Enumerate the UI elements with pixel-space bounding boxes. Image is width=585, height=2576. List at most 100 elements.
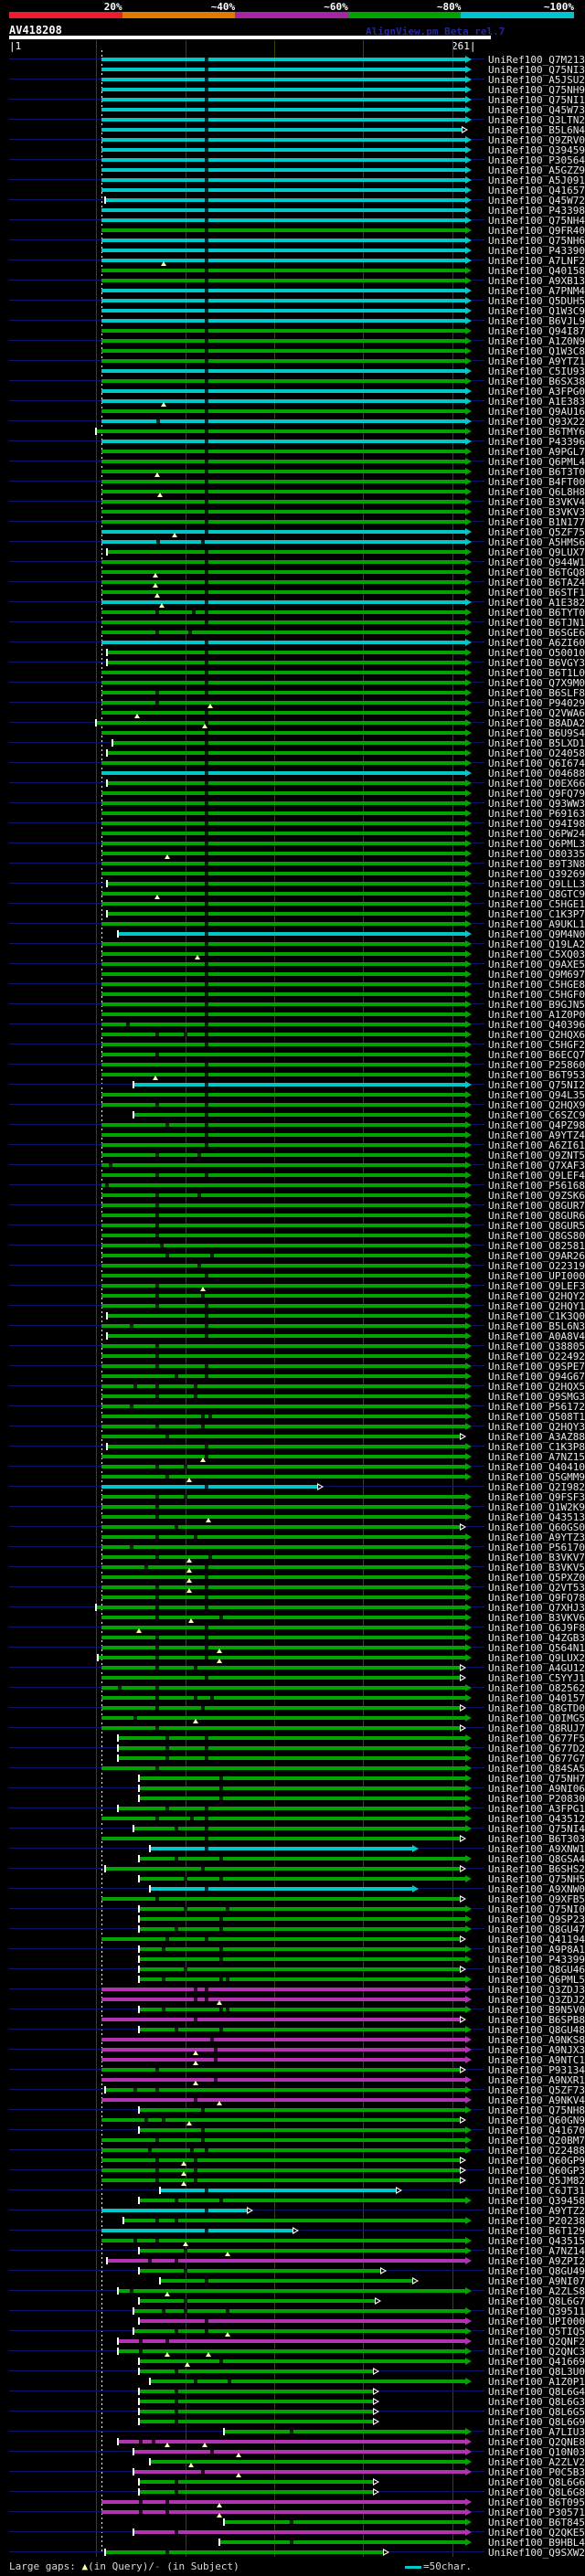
hit-bar[interactable]	[101, 208, 465, 212]
hit-label[interactable]: UniRef100_C6JT31	[488, 2185, 585, 2197]
hit-bar[interactable]	[133, 2309, 465, 2313]
hit-label[interactable]: UniRef100_P20238	[488, 2215, 585, 2227]
hit-bar[interactable]	[101, 1636, 465, 1639]
hit-label[interactable]: UniRef100_Q9SMG3	[488, 1391, 585, 1403]
hit-bar[interactable]	[149, 2460, 465, 2464]
hit-bar[interactable]	[101, 992, 465, 996]
hit-label[interactable]: UniRef100_Q1W3C8	[488, 345, 585, 357]
hit-label[interactable]: UniRef100_Q7XAF3	[488, 1160, 585, 1171]
hit-label[interactable]: UniRef100_Q8GUR5	[488, 1220, 585, 1232]
hit-label[interactable]: UniRef100_A9XNW1	[488, 1843, 585, 1855]
hit-label[interactable]: UniRef100_C5HGF0	[488, 989, 585, 1001]
hit-bar[interactable]	[101, 1304, 465, 1308]
hit-bar[interactable]	[101, 580, 465, 584]
hit-bar[interactable]	[101, 761, 465, 765]
hit-bar[interactable]	[117, 1736, 465, 1740]
hit-label[interactable]: UniRef100_B6T3T0	[488, 466, 585, 478]
hit-bar[interactable]	[101, 2118, 461, 2122]
hit-label[interactable]: UniRef100_Q6I674	[488, 758, 585, 769]
hit-bar[interactable]	[101, 631, 465, 634]
hit-label[interactable]: UniRef100_Q9FR40	[488, 225, 585, 237]
hit-bar[interactable]	[101, 309, 465, 313]
hit-label[interactable]: UniRef100_B6STF1	[488, 587, 585, 599]
hit-bar[interactable]	[101, 1294, 465, 1298]
hit-label[interactable]: UniRef100_Q9ZRV0	[488, 134, 585, 146]
hit-label[interactable]: UniRef100_Q9FQ78	[488, 1592, 585, 1604]
hit-label[interactable]: UniRef100_Q84SA5	[488, 1763, 585, 1775]
hit-bar[interactable]	[101, 641, 465, 644]
hit-label[interactable]: UniRef100_O50010	[488, 647, 585, 659]
hit-bar[interactable]	[149, 2380, 465, 2383]
hit-label[interactable]: UniRef100_P43399	[488, 1954, 585, 1966]
hit-bar[interactable]	[133, 2450, 465, 2454]
hit-label[interactable]: UniRef100_Q9M4N0	[488, 928, 585, 940]
hit-label[interactable]: UniRef100_P56172	[488, 1401, 585, 1413]
hit-bar[interactable]	[218, 2540, 465, 2544]
hit-bar[interactable]	[101, 1696, 465, 1700]
hit-bar[interactable]	[101, 1565, 465, 1569]
hit-bar[interactable]	[139, 2400, 373, 2403]
hit-bar[interactable]	[101, 1937, 461, 1941]
hit-label[interactable]: UniRef100_Q2VWA6	[488, 707, 585, 719]
hit-bar[interactable]	[101, 560, 465, 564]
hit-bar[interactable]	[101, 2168, 461, 2172]
hit-bar[interactable]	[101, 1555, 465, 1559]
hit-bar[interactable]	[107, 2259, 465, 2263]
hit-label[interactable]: UniRef100_Q6PML3	[488, 838, 585, 850]
hit-label[interactable]: UniRef100_B6T1L0	[488, 667, 585, 679]
hit-label[interactable]: UniRef100_Q9SXW2	[488, 2547, 585, 2559]
hit-bar[interactable]	[139, 1776, 465, 1780]
hit-bar[interactable]	[101, 1535, 465, 1539]
hit-label[interactable]: UniRef100_O22488	[488, 2145, 585, 2157]
hit-bar[interactable]	[101, 590, 465, 594]
hit-bar[interactable]	[139, 2199, 465, 2202]
hit-label[interactable]: UniRef100_Q94I98	[488, 818, 585, 830]
hit-label[interactable]: UniRef100_C1K3P8	[488, 1441, 585, 1453]
hit-bar[interactable]	[139, 2249, 465, 2253]
hit-bar[interactable]	[107, 1445, 465, 1448]
hit-bar[interactable]	[101, 791, 465, 795]
hit-bar[interactable]	[139, 1927, 465, 1931]
hit-bar[interactable]	[101, 218, 465, 222]
hit-label[interactable]: UniRef100_Q75NI1	[488, 94, 585, 106]
hit-label[interactable]: UniRef100_A9NI06	[488, 1783, 585, 1795]
hit-bar[interactable]	[101, 1163, 465, 1167]
hit-label[interactable]: UniRef100_P25860	[488, 1059, 585, 1071]
hit-label[interactable]: UniRef100_P56170	[488, 1542, 585, 1553]
hit-bar[interactable]	[139, 1957, 465, 1961]
hit-bar[interactable]	[160, 2189, 397, 2192]
hit-label[interactable]: UniRef100_Q3ZDJ3	[488, 1984, 585, 1996]
hit-bar[interactable]	[101, 892, 465, 896]
hit-label[interactable]: UniRef100_B9GJN5	[488, 999, 585, 1011]
hit-label[interactable]: UniRef100_Q5TIQ5	[488, 2326, 585, 2337]
hit-bar[interactable]	[101, 1495, 465, 1499]
hit-bar[interactable]	[101, 399, 465, 403]
hit-label[interactable]: UniRef100_B6TGQ8	[488, 567, 585, 578]
hit-label[interactable]: UniRef100_Q39459	[488, 144, 585, 156]
hit-bar[interactable]	[117, 1746, 465, 1750]
hit-label[interactable]: UniRef100_B6T129	[488, 2225, 585, 2237]
hit-label[interactable]: UniRef100_Q75NH4	[488, 215, 585, 227]
hit-bar[interactable]	[107, 882, 465, 885]
hit-bar[interactable]	[107, 661, 465, 664]
hit-bar[interactable]	[101, 158, 465, 162]
hit-bar[interactable]	[101, 2158, 461, 2162]
hit-bar[interactable]	[101, 1384, 465, 1388]
hit-bar[interactable]	[101, 1123, 465, 1127]
hit-label[interactable]: UniRef100_B3VKV7	[488, 1552, 585, 1564]
hit-label[interactable]: UniRef100_Q2HQY1	[488, 1300, 585, 1312]
hit-bar[interactable]	[139, 2128, 465, 2132]
hit-bar[interactable]	[101, 450, 465, 453]
hit-label[interactable]: UniRef100_Q8GU49	[488, 2265, 585, 2277]
hit-bar[interactable]	[101, 982, 465, 986]
hit-label[interactable]: UniRef100_A5GZZ9	[488, 164, 585, 176]
hit-label[interactable]: UniRef100_Q75NH5	[488, 1873, 585, 1885]
hit-label[interactable]: UniRef100_B4FT00	[488, 476, 585, 488]
hit-bar[interactable]	[117, 1756, 465, 1760]
hit-label[interactable]: UniRef100_Q4ZGB3	[488, 1632, 585, 1644]
hit-label[interactable]: UniRef100_Q75NH8	[488, 2104, 585, 2116]
hit-label[interactable]: UniRef100_B6U9S4	[488, 727, 585, 739]
hit-label[interactable]: UniRef100_Q8L6G7	[488, 2295, 585, 2307]
hit-label[interactable]: UniRef100_B6T303	[488, 1833, 585, 1845]
hit-label[interactable]: UniRef100_B5L6N4	[488, 124, 585, 136]
